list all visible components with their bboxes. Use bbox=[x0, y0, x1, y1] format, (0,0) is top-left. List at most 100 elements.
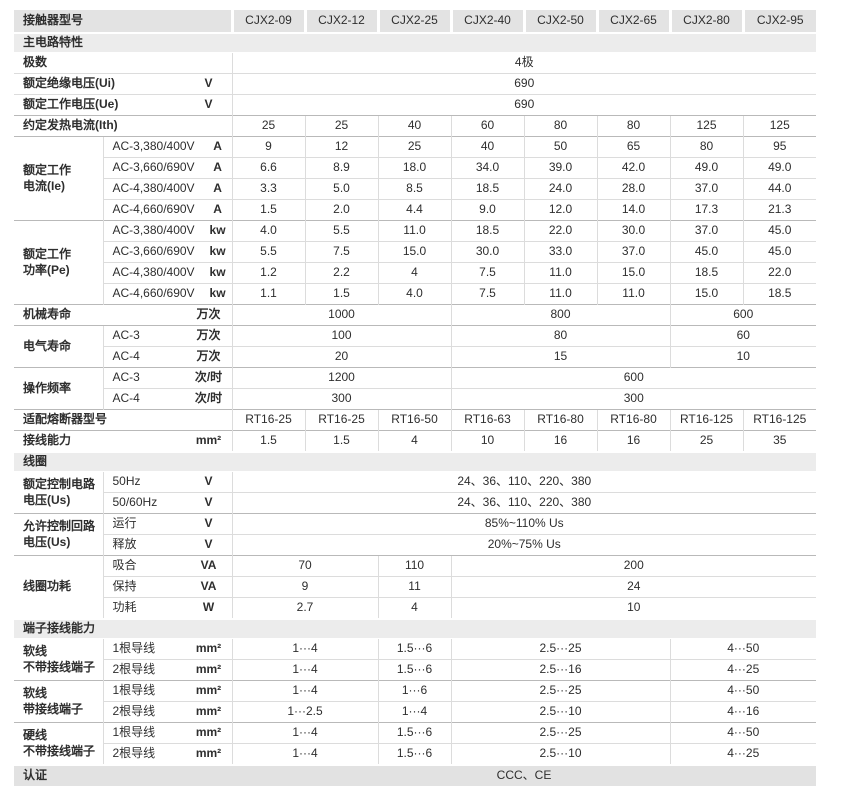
row-sublabel-cell: 吸合 VA bbox=[102, 555, 233, 577]
spec-value-cell: 22.0 bbox=[523, 220, 598, 242]
row-sublabel-wrap: AC-4 万次 bbox=[104, 348, 232, 368]
row-label: 机械寿命 bbox=[23, 307, 72, 322]
spec-row: 释放 V 20%~75% Us bbox=[14, 534, 817, 556]
spec-value-cell: 1···6 bbox=[377, 680, 452, 702]
row-sublabel-cell: AC-3 万次 bbox=[102, 325, 233, 347]
spec-value-cell: 80 bbox=[669, 136, 744, 158]
row-sublabel: AC-4 bbox=[112, 391, 140, 406]
spec-table-container: 接触器型号 CJX2-09 CJX2-12 CJX2-25 CJX2-40 CJX2-5… bbox=[14, 10, 817, 786]
row-sublabel-cell: 保持 VA bbox=[102, 576, 233, 598]
row-label: 额定工作电压(Ue) bbox=[23, 97, 119, 112]
spec-value-cell: 42.0 bbox=[596, 157, 671, 179]
row-label-cell: 约定发热电流(Ith) bbox=[14, 115, 233, 137]
spec-value-cell: 8.5 bbox=[377, 178, 452, 200]
spec-value-cell: 5.0 bbox=[304, 178, 379, 200]
row-sublabel-wrap: AC-3,380/400V A bbox=[104, 138, 232, 158]
spec-value-cell: 18.5 bbox=[669, 262, 744, 284]
section-title: 主电路特性 bbox=[14, 32, 817, 53]
row-label-wrap: 适配熔断器型号 bbox=[14, 411, 232, 431]
spec-value-cell: 600 bbox=[450, 367, 817, 389]
spec-value-cell: 1.5 bbox=[231, 199, 306, 221]
row-sublabel: 2根导线 bbox=[112, 662, 156, 677]
spec-value-cell: 11 bbox=[377, 576, 452, 598]
spec-value-cell: 3.3 bbox=[231, 178, 306, 200]
row-unit: A bbox=[213, 181, 222, 196]
row-sublabel-wrap: AC-3 次/时 bbox=[104, 369, 232, 389]
row-sublabel-wrap: AC-4,660/690V kw bbox=[104, 285, 232, 305]
row-label: 额定绝缘电压(Ui) bbox=[23, 76, 115, 91]
row-label: 适配熔断器型号 bbox=[23, 412, 108, 427]
row-sublabel-wrap: AC-4 次/时 bbox=[104, 390, 232, 410]
row-unit: V bbox=[204, 97, 213, 112]
row-sublabel-cell: AC-3,660/690V kw bbox=[102, 241, 233, 263]
row-label-wrap: 约定发热电流(Ith) bbox=[14, 117, 232, 137]
row-unit: kw bbox=[209, 244, 226, 259]
row-unit: V bbox=[204, 76, 213, 91]
spec-value-cell: 34.0 bbox=[450, 157, 525, 179]
spec-value-cell: 4.4 bbox=[377, 199, 452, 221]
spec-value-cell: 20%~75% Us bbox=[231, 534, 817, 556]
row-sublabel-wrap: 1根导线 mm² bbox=[104, 682, 232, 702]
row-label-cell: 机械寿命 万次 bbox=[14, 304, 233, 326]
row-unit: mm² bbox=[195, 725, 222, 740]
spec-table-body: 接触器型号 CJX2-09 CJX2-12 CJX2-25 CJX2-40 CJX2-5… bbox=[14, 10, 817, 786]
spec-row: 功耗 W 2.7 4 10 bbox=[14, 597, 817, 619]
spec-row: 50/60Hz V 24、36、110、220、380 bbox=[14, 492, 817, 514]
spec-value-cell: 15.0 bbox=[596, 262, 671, 284]
spec-value-cell: 7.5 bbox=[450, 283, 525, 305]
row-sublabel-cell: AC-3,380/400V A bbox=[102, 136, 233, 158]
spec-value-cell: 60 bbox=[669, 325, 817, 347]
row-sublabel-cell: 50/60Hz V bbox=[102, 492, 233, 514]
spec-value-cell: 4···25 bbox=[669, 659, 817, 681]
row-sublabel: AC-3,660/690V bbox=[112, 244, 195, 259]
spec-value-cell: RT16-80 bbox=[523, 409, 598, 431]
spec-value-cell: 1.5···6 bbox=[377, 722, 452, 744]
row-group-label: 电气寿命 bbox=[14, 325, 103, 368]
spec-value-cell: 17.3 bbox=[669, 199, 744, 221]
spec-value-cell: 80 bbox=[523, 115, 598, 137]
row-label-wrap: 额定绝缘电压(Ui) V bbox=[14, 75, 232, 95]
row-label-cell: 极数 bbox=[14, 52, 233, 74]
spec-value-cell: 18.5 bbox=[450, 220, 525, 242]
row-label-wrap: 接线能力 mm² bbox=[14, 431, 232, 451]
spec-row: AC-4,380/400V A 3.3 5.0 8.5 18.5 24.0 28.0 37.0 4… bbox=[14, 178, 817, 200]
spec-row: AC-4 次/时 300 300 bbox=[14, 388, 817, 410]
spec-value-cell: 11.0 bbox=[523, 262, 598, 284]
row-sublabel: AC-4,660/690V bbox=[112, 202, 195, 217]
row-sublabel-cell: 2根导线 mm² bbox=[102, 701, 233, 723]
row-unit: 次/时 bbox=[194, 391, 223, 406]
row-unit: VA bbox=[200, 579, 217, 594]
row-sublabel-cell: AC-4,660/690V A bbox=[102, 199, 233, 221]
row-unit: V bbox=[204, 516, 213, 531]
section-row: 主电路特性 bbox=[14, 32, 817, 53]
spec-value-cell: 24 bbox=[450, 576, 817, 598]
spec-row: 额定控制电路 电压(Us) 50Hz V 24、36、110、220、380 bbox=[14, 471, 817, 514]
row-sublabel-cell: 运行 V bbox=[102, 513, 233, 535]
row-sublabel-wrap: 50/60Hz V bbox=[104, 494, 232, 514]
spec-value-cell: 14.0 bbox=[596, 199, 671, 221]
spec-value-cell: 2.0 bbox=[304, 199, 379, 221]
row-sublabel-cell: AC-4,660/690V kw bbox=[102, 283, 233, 305]
row-sublabel-wrap: AC-3,380/400V kw bbox=[104, 222, 232, 242]
model-header: CJX2-50 bbox=[522, 10, 598, 33]
spec-value-cell: 9.0 bbox=[450, 199, 525, 221]
model-header: CJX2-65 bbox=[595, 10, 671, 33]
spec-value-cell: 25 bbox=[231, 115, 306, 137]
row-unit: A bbox=[213, 160, 222, 175]
spec-value-cell: 690 bbox=[231, 94, 817, 116]
spec-value-cell: 1.5···6 bbox=[377, 659, 452, 681]
spec-value-cell: 4···16 bbox=[669, 701, 817, 723]
spec-row: 接线能力 mm² 1.5 1.5 4 10 16 16 25 35 bbox=[14, 430, 817, 452]
spec-value-cell: 9 bbox=[231, 136, 306, 158]
spec-value-cell: 5.5 bbox=[231, 241, 306, 263]
row-label-cell: 适配熔断器型号 bbox=[14, 409, 233, 431]
spec-value-cell: 49.0 bbox=[669, 157, 744, 179]
row-sublabel-cell: 功耗 W bbox=[102, 597, 233, 619]
spec-row: AC-3,660/690V kw 5.5 7.5 15.0 30.0 33.0 37.0 45.… bbox=[14, 241, 817, 263]
spec-value-cell: 18.0 bbox=[377, 157, 452, 179]
row-group-label: 允许控制回路 电压(Us) bbox=[14, 513, 103, 556]
spec-value-cell: 95 bbox=[742, 136, 817, 158]
spec-value-cell: 24、36、110、220、380 bbox=[231, 471, 817, 493]
row-sublabel: AC-3 bbox=[112, 328, 140, 343]
